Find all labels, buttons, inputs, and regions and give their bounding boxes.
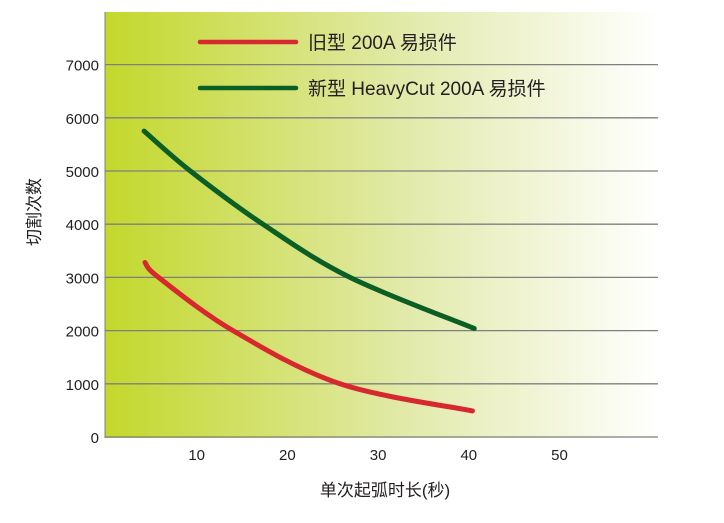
legend-label: 旧型 200A 易损件 <box>308 32 457 54</box>
x-tick-label: 50 <box>551 447 568 464</box>
series-line-old <box>142 260 475 414</box>
y-tick-label: 5000 <box>66 164 99 181</box>
y-tick-label: 7000 <box>66 58 99 75</box>
y-tick-label: 2000 <box>66 324 99 341</box>
y-tick-label: 6000 <box>66 111 99 128</box>
x-tick-label: 10 <box>188 447 205 464</box>
y-tick-label: 0 <box>91 430 99 447</box>
x-tick-label: 40 <box>460 447 477 464</box>
legend-label: 新型 HeavyCut 200A 易损件 <box>308 78 546 100</box>
y-tick-label: 1000 <box>66 377 99 394</box>
x-tick-label: 20 <box>279 447 296 464</box>
series-line-new-heavycut <box>141 128 477 331</box>
plot-background <box>105 12 658 438</box>
y-tick-label: 4000 <box>66 217 99 234</box>
y-axis-label: 切割次数 <box>25 178 44 246</box>
y-tick-label: 3000 <box>66 270 99 287</box>
x-axis-label: 单次起弧时长(秒) <box>320 481 450 500</box>
x-tick-label: 30 <box>370 447 387 464</box>
